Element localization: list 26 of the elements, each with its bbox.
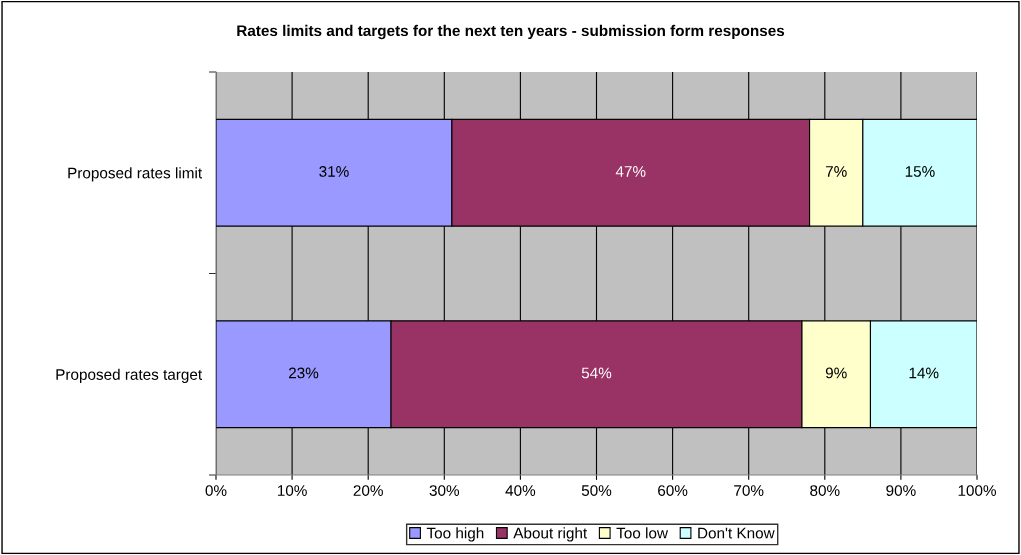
x-tick-label: 90%	[886, 485, 916, 496]
x-tick-label: 70%	[734, 485, 764, 496]
x-tick-label: 10%	[277, 485, 307, 496]
data-label: 31%	[319, 166, 349, 177]
data-label: 15%	[905, 166, 935, 177]
x-tick-label: 40%	[505, 485, 536, 496]
x-tick-label: 100%	[958, 485, 996, 496]
x-tick-label: 60%	[658, 485, 688, 496]
legend-label: Don't Know	[698, 527, 775, 539]
data-label: 54%	[581, 367, 612, 379]
data-label: 7%	[825, 166, 847, 177]
x-tick-label: 50%	[581, 485, 612, 496]
data-label: 47%	[615, 166, 646, 177]
data-label: 9%	[825, 367, 847, 379]
legend-label: Too low	[616, 527, 669, 539]
chart-title: Rates limits and targets for the next ten years - submission form responses	[237, 24, 785, 40]
legend-label: Too high	[426, 527, 484, 542]
y-tick-label: Proposed rates target	[56, 368, 203, 383]
y-tick-label: Proposed rates limit	[68, 167, 203, 182]
x-tick-label: 20%	[353, 485, 383, 496]
x-tick-label: 30%	[429, 485, 460, 496]
x-tick-label: 80%	[810, 485, 840, 496]
legend-label: About right	[513, 527, 588, 542]
data-label: 23%	[289, 367, 319, 379]
x-tick-label: 0%	[205, 485, 227, 496]
data-label: 14%	[909, 367, 939, 379]
